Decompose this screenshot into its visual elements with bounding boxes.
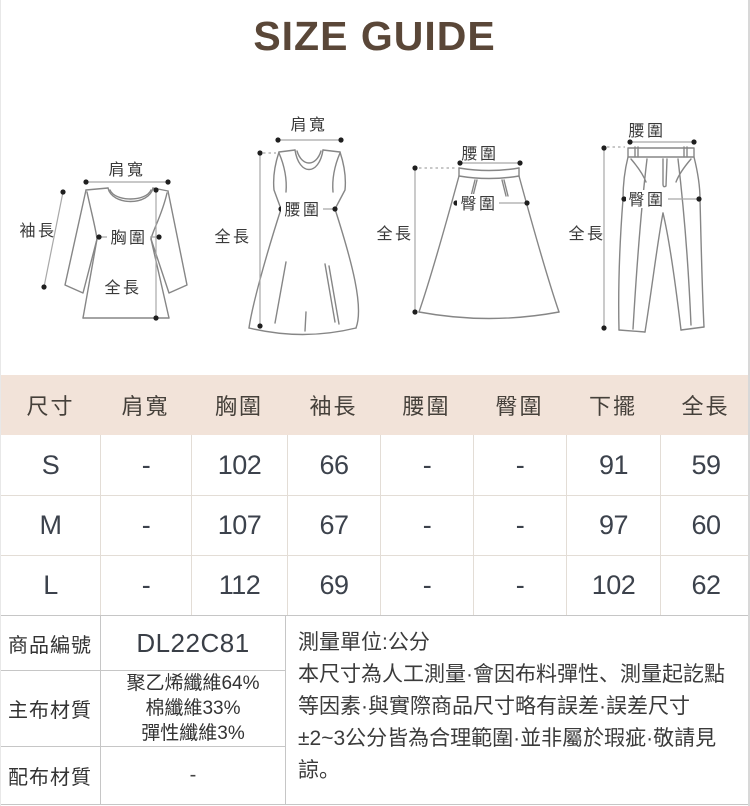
top-sleeve-label: 袖長 <box>19 222 56 240</box>
top-shoulder-label: 肩寬 <box>108 161 145 179</box>
top-chest-label: 胸圍 <box>110 229 147 247</box>
cell: - <box>380 496 473 555</box>
skirt-length-label: 全長 <box>376 225 413 243</box>
main-fabric-label: 主布材質 <box>1 671 101 747</box>
col-header-waist: 腰圍 <box>402 394 451 419</box>
lining-fabric-value: - <box>101 747 286 804</box>
pants-hip-label: 臀圍 <box>628 192 665 209</box>
lining-fabric-label: 配布材質 <box>1 747 101 804</box>
cell: - <box>100 435 191 495</box>
cell: 102 <box>566 556 660 615</box>
measurement-disclaimer: 本尺寸為人工測量·會因布料彈性、測量起訖點等因素·與實際商品尺寸略有誤差·誤差尺… <box>298 663 725 782</box>
pants-diagram-icon: 腰圍 臀圍 全長 <box>568 122 705 333</box>
cell: - <box>473 435 566 495</box>
fabric-line: 聚乙烯纖維64% <box>126 673 260 694</box>
skirt-waist-label: 腰圍 <box>461 145 498 163</box>
cell: 59 <box>660 435 748 495</box>
col-header-shoulder: 肩寬 <box>121 394 170 419</box>
dress-shoulder-label: 肩寬 <box>290 116 327 134</box>
col-header-hem: 下擺 <box>588 394 637 419</box>
product-info: 商品編號 DL22C81 主布材質 聚乙烯纖維64% 棉纖維33% 彈性纖維3%… <box>1 615 748 805</box>
page-title: SIZE GUIDE <box>253 13 496 59</box>
col-header-sleeve: 袖長 <box>309 394 358 419</box>
measurement-note: 測量單位:公分 本尺寸為人工測量·會因布料彈性、測量起訖點等因素·與實際商品尺寸… <box>286 616 748 804</box>
cell: 66 <box>287 435 380 495</box>
cell: 97 <box>566 496 660 555</box>
size-row-l: L - 112 69 - - 102 62 <box>1 555 748 615</box>
dress-waist-label: 腰圍 <box>284 201 321 219</box>
skirt-hip-label: 臀圍 <box>460 196 497 213</box>
cell: 107 <box>191 496 287 555</box>
product-code-label: 商品編號 <box>1 616 101 671</box>
product-code: DL22C81 <box>136 627 250 658</box>
product-code-value: DL22C81 <box>101 616 286 671</box>
cell: 67 <box>287 496 380 555</box>
dress-diagram-icon: 肩寬 腰圍 全長 <box>214 116 360 336</box>
cell: 112 <box>191 556 287 615</box>
cell: 102 <box>191 435 287 495</box>
pants-length-label: 全長 <box>568 225 605 243</box>
cell: 91 <box>566 435 660 495</box>
main-fabric-value: 聚乙烯纖維64% 棉纖維33% 彈性纖維3% <box>101 671 286 747</box>
fabric-line: 棉纖維33% <box>145 698 241 719</box>
cell: S <box>41 449 60 480</box>
cell: - <box>100 556 191 615</box>
fabric-line: 彈性纖維3% <box>141 723 245 744</box>
col-header-length: 全長 <box>681 394 730 419</box>
pants-waist-label: 腰圍 <box>628 122 665 140</box>
size-row-s: S - 102 66 - - 91 59 <box>1 435 748 495</box>
cell: - <box>380 556 473 615</box>
cell: - <box>473 496 566 555</box>
top-length-label: 全長 <box>104 279 141 297</box>
col-header-size: 尺寸 <box>26 394 75 419</box>
size-table-header-row: 尺寸 肩寬 胸圍 袖長 腰圍 臀圍 下擺 全長 <box>1 375 748 435</box>
cell: - <box>473 556 566 615</box>
lining-fabric-dash: - <box>189 764 197 786</box>
garment-diagrams: 肩寬 袖長 胸圍 全長 肩 <box>1 75 748 375</box>
dress-length-label: 全長 <box>214 228 251 246</box>
size-row-m: M - 107 67 - - 97 60 <box>1 495 748 555</box>
skirt-diagram-icon: 腰圍 臀圍 全長 <box>376 145 560 320</box>
longsleeve-top-diagram-icon: 肩寬 袖長 胸圍 全長 <box>19 161 188 321</box>
size-table: 尺寸 肩寬 胸圍 袖長 腰圍 臀圍 下擺 全長 S - 102 66 - - 9… <box>1 375 748 615</box>
col-header-hip: 臀圍 <box>495 394 544 419</box>
cell: 69 <box>287 556 380 615</box>
cell: L <box>43 570 58 600</box>
col-header-chest: 胸圍 <box>214 394 263 419</box>
cell: 60 <box>660 496 748 555</box>
measure-unit-note: 測量單位:公分 <box>298 631 430 654</box>
cell: - <box>380 435 473 495</box>
cell: - <box>100 496 191 555</box>
cell: 62 <box>660 556 748 615</box>
cell: M <box>39 510 63 540</box>
